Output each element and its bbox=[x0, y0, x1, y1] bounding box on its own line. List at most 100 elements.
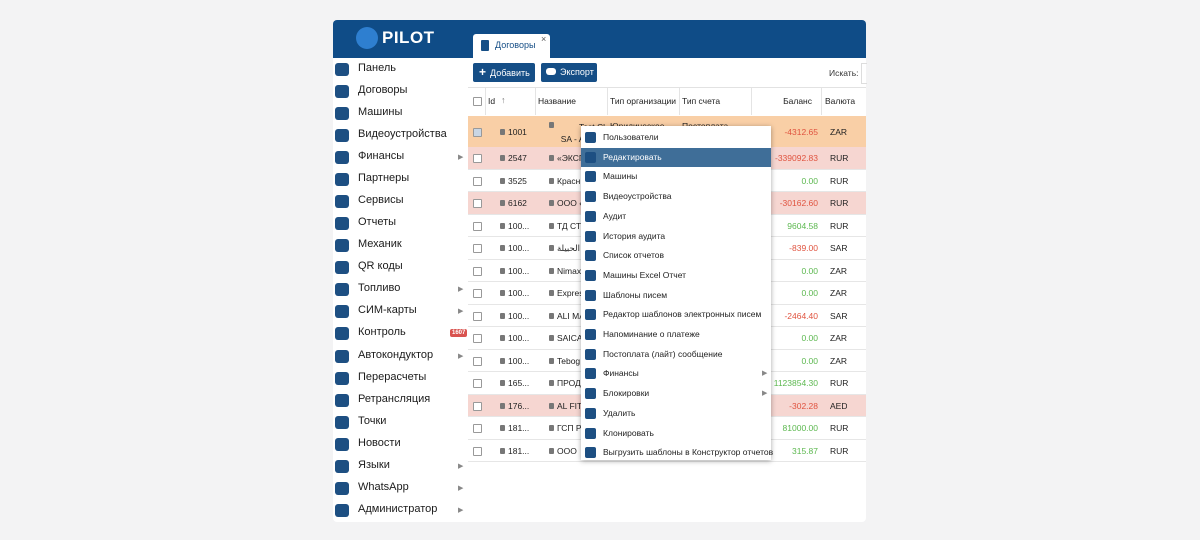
menu-item[interactable]: Видеоустройства bbox=[603, 191, 672, 202]
tab-close[interactable]: × bbox=[541, 34, 547, 44]
cell-id[interactable]: 2547 bbox=[508, 153, 527, 164]
sidebar-item[interactable]: Языки bbox=[358, 458, 390, 471]
row-checkbox[interactable] bbox=[473, 401, 482, 411]
menu-item[interactable]: Шаблоны писем bbox=[603, 289, 668, 300]
copy-icon bbox=[549, 380, 554, 387]
cell-id[interactable]: 6162 bbox=[508, 198, 527, 209]
menu-item[interactable]: Машины bbox=[603, 171, 638, 182]
cell-name[interactable]: ПРОД bbox=[557, 378, 581, 389]
menu-item[interactable]: Список отчетов bbox=[603, 250, 664, 261]
cell-id[interactable]: 100... bbox=[508, 310, 530, 321]
sidebar-item[interactable]: Точки bbox=[358, 414, 387, 427]
menu-item[interactable]: Аудит bbox=[603, 210, 627, 221]
menu-item[interactable]: Пользователи bbox=[603, 132, 659, 142]
column-header[interactable]: Id bbox=[488, 96, 496, 106]
sidebar-item[interactable]: Ретрансляция bbox=[358, 392, 431, 405]
sidebar-item[interactable]: Новости bbox=[358, 436, 401, 449]
sidebar-item[interactable]: Сервисы bbox=[358, 194, 404, 207]
tab-label[interactable]: Договоры bbox=[495, 40, 536, 50]
select-all[interactable] bbox=[473, 97, 482, 106]
cell-id[interactable]: 100... bbox=[508, 288, 530, 299]
sidebar-item[interactable]: Партнеры bbox=[358, 172, 410, 185]
menu-item[interactable]: Выгрузить шаблоны в Конструктор отчетов bbox=[603, 447, 774, 458]
cell-name[interactable]: SAICA bbox=[557, 333, 583, 344]
sidebar-item[interactable]: Панель bbox=[358, 62, 397, 74]
menu-item[interactable]: Клонировать bbox=[603, 427, 654, 438]
column-header[interactable]: Название bbox=[538, 96, 576, 106]
row-checkbox[interactable] bbox=[473, 266, 482, 276]
menu-icon bbox=[585, 368, 596, 380]
cell-id[interactable]: 100... bbox=[508, 355, 530, 366]
sidebar-item[interactable]: Договоры bbox=[358, 84, 408, 97]
menu-item[interactable]: Постоплата (лайт) сообщение bbox=[603, 348, 723, 359]
sidebar-item[interactable]: Механик bbox=[358, 238, 402, 251]
menu-item[interactable]: Финансы bbox=[603, 368, 639, 379]
row-checkbox[interactable] bbox=[473, 289, 482, 299]
cell-id[interactable]: 176... bbox=[508, 400, 530, 411]
row-checkbox[interactable] bbox=[473, 221, 482, 231]
cell-name[interactable]: ТД СТ bbox=[557, 220, 582, 231]
menu-item[interactable]: Редактор шаблонов электронных писем bbox=[603, 309, 762, 320]
menu-icon bbox=[585, 348, 596, 360]
column-header[interactable]: Валюта bbox=[825, 96, 856, 106]
cell-name[interactable]: Красн bbox=[557, 175, 581, 186]
cell-name[interactable]: Expres bbox=[557, 288, 584, 299]
cell-name[interactable]: ООО bbox=[557, 445, 577, 456]
cell-name[interactable]: AL FIT bbox=[557, 400, 583, 411]
sidebar-item[interactable]: Финансы bbox=[358, 150, 405, 163]
cell-id[interactable]: 165... bbox=[508, 378, 530, 389]
row-checkbox[interactable] bbox=[473, 356, 482, 366]
cell-name[interactable]: ООО « bbox=[557, 198, 584, 209]
cell-id[interactable]: 100... bbox=[508, 220, 530, 231]
sidebar-item[interactable]: QR коды bbox=[358, 260, 403, 273]
cell-name[interactable]: Tebog bbox=[557, 355, 581, 366]
export-button[interactable]: Экспорт bbox=[541, 63, 597, 82]
menu-item[interactable]: Редактировать bbox=[603, 151, 662, 162]
menu-item[interactable]: История аудита bbox=[603, 230, 666, 241]
cell-id[interactable]: 3525 bbox=[508, 175, 527, 186]
cell-currency: SAR bbox=[830, 310, 848, 321]
sidebar-item[interactable]: Перерасчеты bbox=[358, 370, 427, 383]
cell-id[interactable]: 100... bbox=[508, 243, 530, 254]
row-checkbox[interactable] bbox=[473, 199, 482, 209]
cell-id[interactable]: 181... bbox=[508, 423, 530, 434]
copy-icon bbox=[549, 122, 554, 128]
row-checkbox[interactable] bbox=[473, 176, 482, 186]
cell-name[interactable]: «ЭКСП bbox=[557, 153, 585, 164]
cell-id[interactable]: 1001 bbox=[508, 127, 527, 137]
sidebar-item[interactable]: Контроль bbox=[358, 326, 406, 339]
cell-id[interactable]: 100... bbox=[508, 265, 530, 276]
row-checkbox[interactable] bbox=[473, 379, 482, 389]
add-button[interactable]: + Добавить bbox=[473, 63, 535, 82]
sidebar-item[interactable]: Машины bbox=[358, 106, 403, 119]
row-checkbox[interactable] bbox=[473, 244, 482, 254]
menu-item[interactable]: Блокировки bbox=[603, 388, 650, 399]
cell-id[interactable]: 181... bbox=[508, 445, 530, 456]
cell-id[interactable]: 100... bbox=[508, 333, 530, 344]
search-input[interactable] bbox=[861, 63, 867, 84]
row-checkbox[interactable] bbox=[473, 128, 482, 137]
cell-name[interactable]: ALI MA bbox=[557, 310, 585, 321]
row-checkbox[interactable] bbox=[473, 424, 482, 434]
cell-name[interactable]: Nimax bbox=[557, 265, 582, 276]
sidebar-item[interactable]: Видеоустройства bbox=[358, 128, 447, 141]
sidebar-item[interactable]: Топливо bbox=[358, 282, 401, 295]
column-header[interactable]: Баланс bbox=[783, 96, 812, 106]
sidebar-item[interactable]: СИМ-карты bbox=[358, 304, 417, 317]
menu-item[interactable]: Удалить bbox=[603, 407, 636, 418]
row-checkbox[interactable] bbox=[473, 154, 482, 164]
row-checkbox[interactable] bbox=[473, 446, 482, 456]
sidebar-item[interactable]: Отчеты bbox=[358, 216, 397, 229]
menu-item[interactable]: Машины Excel Отчет bbox=[603, 269, 687, 280]
submenu-arrow: ▶ bbox=[458, 154, 464, 162]
sidebar-item[interactable]: Автокондуктор bbox=[358, 348, 434, 361]
logo[interactable]: PILOT bbox=[382, 28, 435, 47]
column-header[interactable]: Тип организации bbox=[610, 96, 677, 106]
sidebar-item[interactable]: Администратор bbox=[358, 502, 438, 515]
row-checkbox[interactable] bbox=[473, 334, 482, 344]
row-checkbox[interactable] bbox=[473, 311, 482, 321]
column-header[interactable]: Тип счета bbox=[682, 96, 721, 106]
menu-item[interactable]: Напоминание о платеже bbox=[603, 329, 700, 339]
cell-name[interactable]: ГСП Р bbox=[557, 423, 582, 434]
sidebar-item[interactable]: WhatsApp bbox=[358, 480, 409, 493]
